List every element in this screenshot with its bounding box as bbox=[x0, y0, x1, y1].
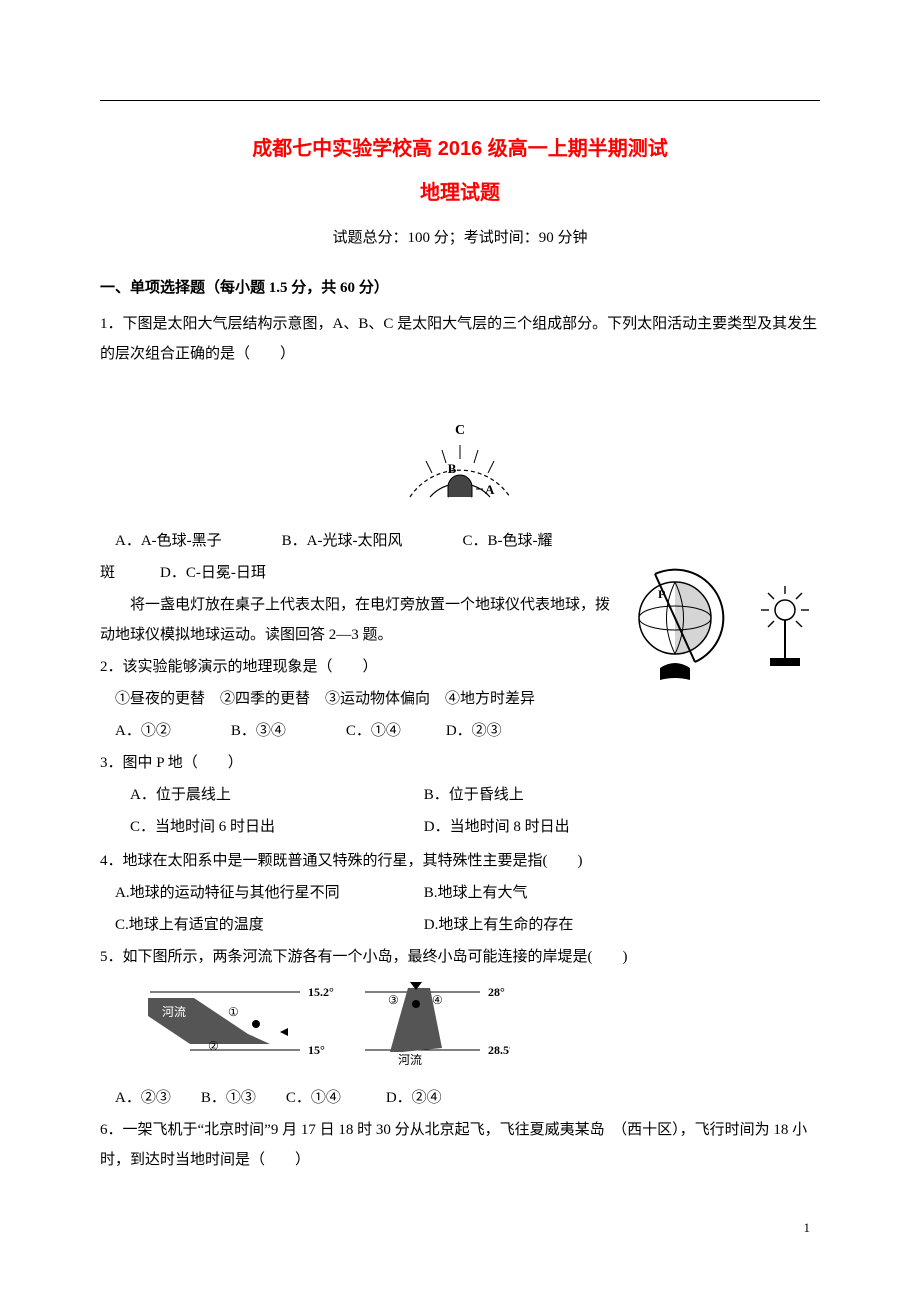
q1-options-line1: A．A-色球-黑子 B．A-光球-太阳风 C．B-色球-耀 bbox=[100, 526, 820, 556]
q4-opt-d: D.地球上有生命的存在 bbox=[424, 917, 574, 933]
svg-text:河流: 河流 bbox=[162, 1005, 186, 1019]
q5-stem: 5．如下图所示，两条河流下游各有一个小岛，最终小岛可能连接的岸堤是( ) bbox=[100, 942, 820, 972]
svg-text:C: C bbox=[455, 423, 465, 438]
q4-opt-b: B.地球上有大气 bbox=[424, 885, 528, 901]
svg-text:③: ③ bbox=[388, 993, 399, 1007]
q3-row2: C．当地时间 6 时日出 D．当地时间 8 时日出 bbox=[100, 812, 820, 842]
q5-figure: 15.2° 15° 河流 ① ② 28° 28.5° 河流 ③ ④ bbox=[130, 976, 820, 1079]
q3-opt-b: B．位于昏线上 bbox=[424, 787, 524, 803]
svg-text:15.2°: 15.2° bbox=[308, 985, 334, 999]
svg-text:A: A bbox=[485, 482, 495, 497]
svg-text:河流: 河流 bbox=[398, 1053, 422, 1067]
q1-figure: C B A bbox=[100, 377, 820, 518]
svg-text:28.5°: 28.5° bbox=[488, 1043, 510, 1057]
exam-subject: 地理试题 bbox=[100, 173, 820, 213]
section-1-heading: 一、单项选择题（每小题 1.5 分，共 60 分） bbox=[100, 273, 820, 303]
q3-opt-d: D．当地时间 8 时日出 bbox=[424, 819, 570, 835]
q4-row2: C.地球上有适宜的温度 D.地球上有生命的存在 bbox=[100, 910, 820, 940]
q4-row1: A.地球的运动特征与其他行星不同 B.地球上有大气 bbox=[100, 878, 820, 908]
svg-text:P: P bbox=[658, 587, 665, 601]
solar-layers-diagram: C B A bbox=[390, 377, 530, 507]
globe-lamp-diagram: P bbox=[620, 558, 820, 688]
q5-options: A．②③ B．①③ C．①④ D．②④ bbox=[100, 1083, 820, 1113]
q3-row1: A．位于晨线上 B．位于昏线上 bbox=[100, 780, 820, 810]
q1-stem: 1．下图是太阳大气层结构示意图，A、B、C 是太阳大气层的三个组成部分。下列太阳… bbox=[100, 309, 820, 369]
svg-text:B: B bbox=[448, 461, 457, 476]
q2-options: A．①② B．③④ C．①④ D．②③ bbox=[100, 716, 820, 746]
q4-opt-a: A.地球的运动特征与其他行星不同 bbox=[100, 878, 420, 908]
page-number: 1 bbox=[100, 1215, 820, 1241]
rivers-diagram: 15.2° 15° 河流 ① ② 28° 28.5° 河流 ③ ④ bbox=[130, 976, 510, 1068]
q2-3-figure: P bbox=[620, 558, 820, 699]
exam-title: 成都七中实验学校高 2016 级高一上期半期测试 bbox=[100, 131, 820, 167]
q4-stem: 4．地球在太阳系中是一颗既普通又特殊的行星，其特殊性主要是指( ) bbox=[100, 846, 820, 876]
svg-text:①: ① bbox=[228, 1005, 239, 1019]
q4-opt-c: C.地球上有适宜的温度 bbox=[100, 910, 420, 940]
svg-text:15°: 15° bbox=[308, 1043, 325, 1057]
top-rule bbox=[100, 100, 820, 101]
svg-text:④: ④ bbox=[432, 993, 443, 1007]
q3-opt-c: C．当地时间 6 时日出 bbox=[100, 812, 420, 842]
exam-meta: 试题总分：100 分；考试时间：90 分钟 bbox=[100, 223, 820, 253]
svg-text:②: ② bbox=[208, 1039, 219, 1053]
q3-stem: 3．图中 P 地（ ） bbox=[100, 748, 820, 778]
q3-opt-a: A．位于晨线上 bbox=[100, 780, 420, 810]
svg-text:28°: 28° bbox=[488, 985, 505, 999]
q6-stem: 6．一架飞机于“北京时间”9 月 17 日 18 时 30 分从北京起飞，飞往夏… bbox=[100, 1115, 820, 1175]
